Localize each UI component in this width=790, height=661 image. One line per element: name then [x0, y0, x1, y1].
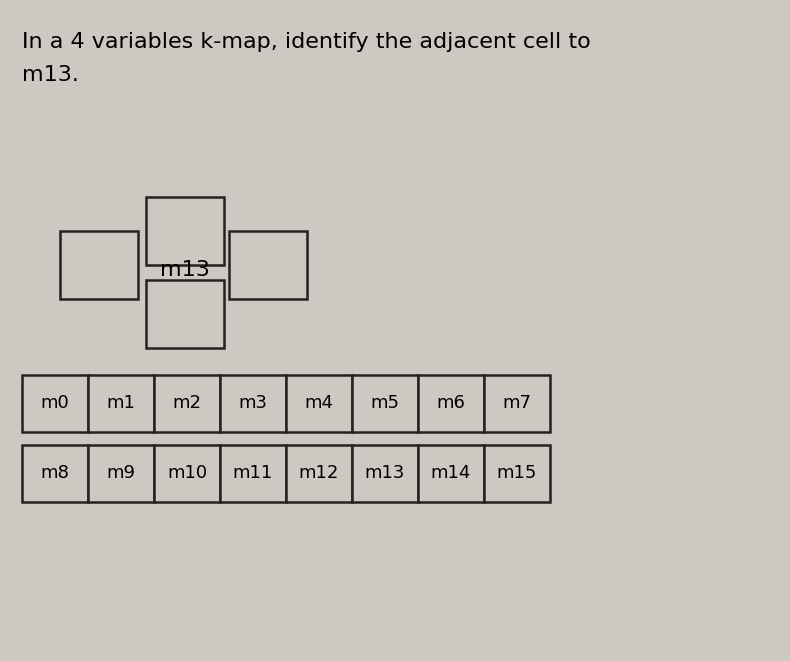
- Text: m9: m9: [107, 465, 136, 483]
- Text: m13.: m13.: [22, 65, 79, 85]
- Bar: [286, 445, 352, 502]
- Text: m5: m5: [371, 395, 400, 412]
- Text: m2: m2: [172, 395, 201, 412]
- Bar: [286, 375, 352, 432]
- Bar: [352, 445, 418, 502]
- Text: m0: m0: [40, 395, 70, 412]
- Text: m12: m12: [299, 465, 339, 483]
- Bar: [146, 197, 224, 265]
- Bar: [220, 375, 286, 432]
- Bar: [60, 231, 138, 299]
- Bar: [22, 445, 88, 502]
- Text: m13: m13: [160, 260, 210, 280]
- Text: m8: m8: [40, 465, 70, 483]
- Text: m7: m7: [502, 395, 532, 412]
- Bar: [88, 375, 154, 432]
- Text: m6: m6: [437, 395, 465, 412]
- Bar: [484, 375, 550, 432]
- Text: m15: m15: [497, 465, 537, 483]
- Bar: [352, 375, 418, 432]
- Text: m13: m13: [365, 465, 405, 483]
- Bar: [418, 375, 484, 432]
- Bar: [146, 280, 224, 348]
- Bar: [220, 445, 286, 502]
- Text: m11: m11: [233, 465, 273, 483]
- Text: m4: m4: [304, 395, 333, 412]
- Text: m3: m3: [239, 395, 268, 412]
- Bar: [418, 445, 484, 502]
- Bar: [229, 231, 307, 299]
- Text: In a 4 variables k-map, identify the adjacent cell to: In a 4 variables k-map, identify the adj…: [22, 32, 591, 52]
- Bar: [154, 445, 220, 502]
- Bar: [484, 445, 550, 502]
- Bar: [154, 375, 220, 432]
- Bar: [88, 445, 154, 502]
- Text: m10: m10: [167, 465, 207, 483]
- Text: m14: m14: [431, 465, 471, 483]
- Bar: [22, 375, 88, 432]
- Text: m1: m1: [107, 395, 135, 412]
